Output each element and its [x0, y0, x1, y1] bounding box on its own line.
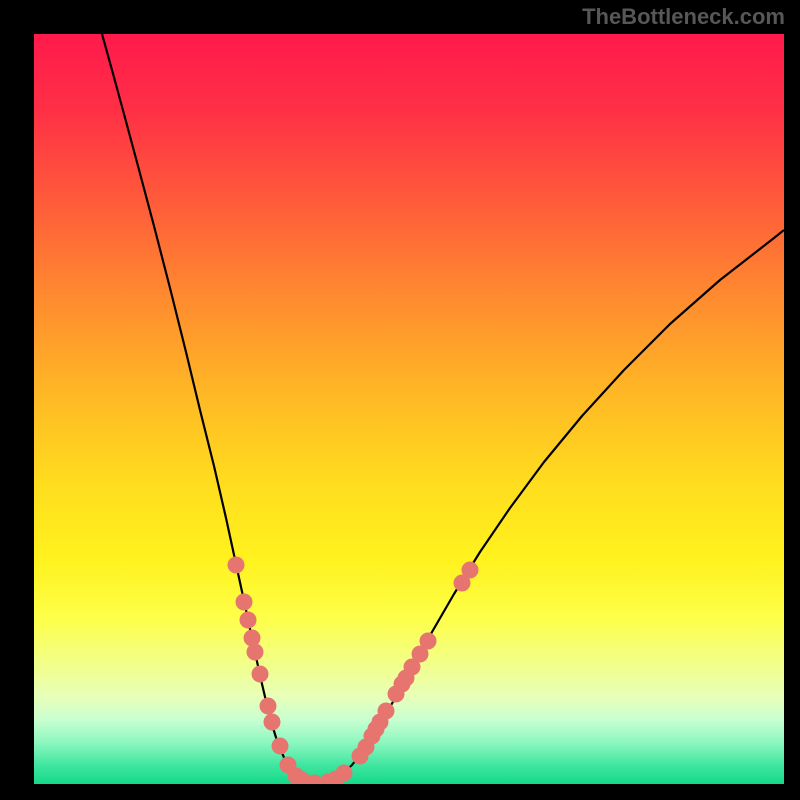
data-marker — [236, 594, 253, 611]
data-marker — [378, 703, 395, 720]
bottleneck-curve — [102, 34, 784, 783]
data-marker — [264, 714, 281, 731]
data-marker — [260, 698, 277, 715]
data-marker — [240, 612, 257, 629]
data-marker — [252, 666, 269, 683]
data-marker — [228, 557, 245, 574]
chart-svg — [34, 34, 784, 784]
data-marker — [244, 630, 261, 647]
data-marker — [462, 562, 479, 579]
data-marker — [336, 765, 353, 782]
plot-area — [34, 34, 784, 784]
data-marker — [247, 644, 264, 661]
data-marker — [272, 738, 289, 755]
data-marker — [420, 633, 437, 650]
watermark-text: TheBottleneck.com — [582, 4, 785, 30]
